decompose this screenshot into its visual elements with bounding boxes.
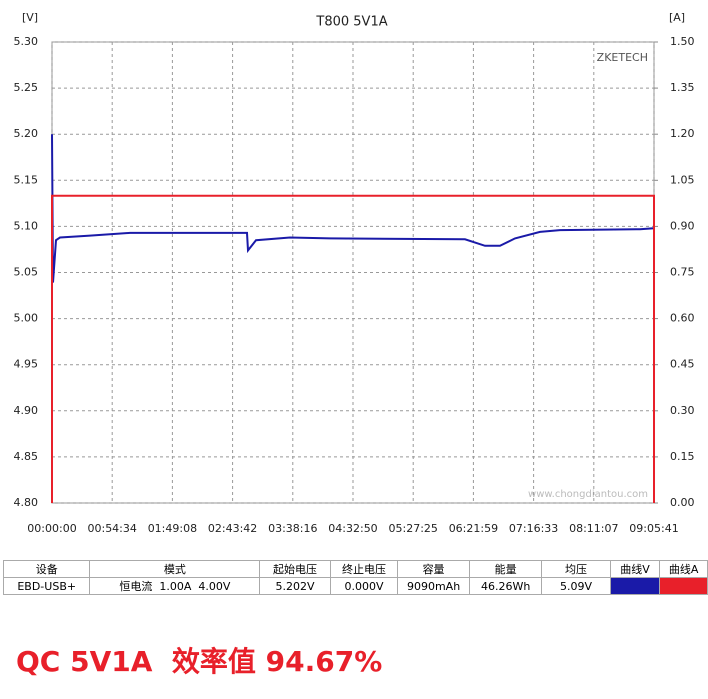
y-tick-label: 5.20: [14, 127, 39, 140]
y2-tick-label: 0.30: [670, 404, 695, 417]
x-tick-label: 00:54:34: [87, 522, 136, 535]
y2-tick-label: 1.20: [670, 127, 695, 140]
x-tick-label: 03:38:16: [268, 522, 317, 535]
table-header: 容量: [397, 560, 470, 578]
table-cell: 5.202V: [259, 577, 331, 595]
watermark: ZKETECH: [597, 51, 648, 64]
y2-tick-label: 1.35: [670, 81, 695, 94]
y2-tick-label: 1.50: [670, 35, 695, 48]
x-tick-label: 09:05:41: [629, 522, 678, 535]
y-axis-label: [V]: [22, 11, 38, 24]
y-tick-label: 4.90: [14, 404, 39, 417]
caption: QC 5V1A 效率值 94.67%: [16, 645, 383, 678]
y-tick-label: 4.85: [14, 450, 39, 463]
y2-axis-label: [A]: [669, 11, 685, 24]
table-header: 设备: [2, 560, 91, 578]
series-line: [51, 134, 655, 503]
y-tick-label: 5.10: [14, 219, 39, 232]
table-header: 模式: [89, 560, 261, 578]
table-cell: 9090mAh: [397, 577, 470, 595]
x-tick-label: 07:16:33: [509, 522, 558, 535]
chart: T800 5V1A [V] [A] ZKETECH www.chongdiant…: [14, 11, 695, 535]
table-cell: 恒电流 1.00A 4.00V: [89, 577, 261, 595]
table-cell: 5.09V: [541, 577, 611, 595]
x-tick-label: 02:43:42: [208, 522, 257, 535]
y2-tick-label: 0.15: [670, 450, 695, 463]
x-tick-label: 04:32:50: [328, 522, 377, 535]
summary-table: 设备 模式 起始电压 终止电压 容量 能量 均压 曲线V 曲线A EBD-USB+ 恒电流 1.00…: [2, 560, 708, 595]
y2-tick-label: 0.00: [670, 496, 695, 509]
x-tick-label: 01:49:08: [148, 522, 197, 535]
y2-tick-label: 0.45: [670, 358, 695, 371]
table-cell: 0.000V: [329, 577, 399, 595]
y2-tick-label: 0.90: [670, 219, 695, 232]
table-header: 曲线V: [609, 560, 661, 578]
table-header: 曲线A: [659, 560, 708, 578]
table-header: 终止电压: [329, 560, 399, 578]
y-tick-label: 4.80: [14, 496, 39, 509]
series-line: [51, 194, 655, 503]
y2-tick-label: 1.05: [670, 173, 695, 186]
table-header: 均压: [541, 560, 611, 578]
table-header: 起始电压: [259, 560, 331, 578]
y-tick-label: 5.00: [14, 312, 39, 325]
table-header: 能量: [468, 560, 543, 578]
y2-tick-label: 0.60: [670, 312, 695, 325]
y-tick-label: 5.30: [14, 35, 39, 48]
y-tick-label: 5.25: [14, 81, 39, 94]
y2-tick-label: 0.75: [670, 266, 695, 279]
x-tick-label: 08:11:07: [569, 522, 618, 535]
legend-swatch: [659, 577, 708, 595]
chart-title: T800 5V1A: [315, 15, 387, 30]
x-tick-label: 05:27:25: [389, 522, 438, 535]
x-tick-label: 00:00:00: [27, 522, 76, 535]
table-cell: 46.26Wh: [468, 577, 543, 595]
legend-swatch: [609, 577, 661, 595]
logo-url: www.chongdiantou.com: [528, 489, 648, 500]
x-tick-label: 06:21:59: [449, 522, 498, 535]
y-tick-label: 5.15: [14, 173, 39, 186]
y-tick-label: 5.05: [14, 266, 39, 279]
table-cell: EBD-USB+: [2, 577, 91, 595]
y-tick-label: 4.95: [14, 358, 39, 371]
